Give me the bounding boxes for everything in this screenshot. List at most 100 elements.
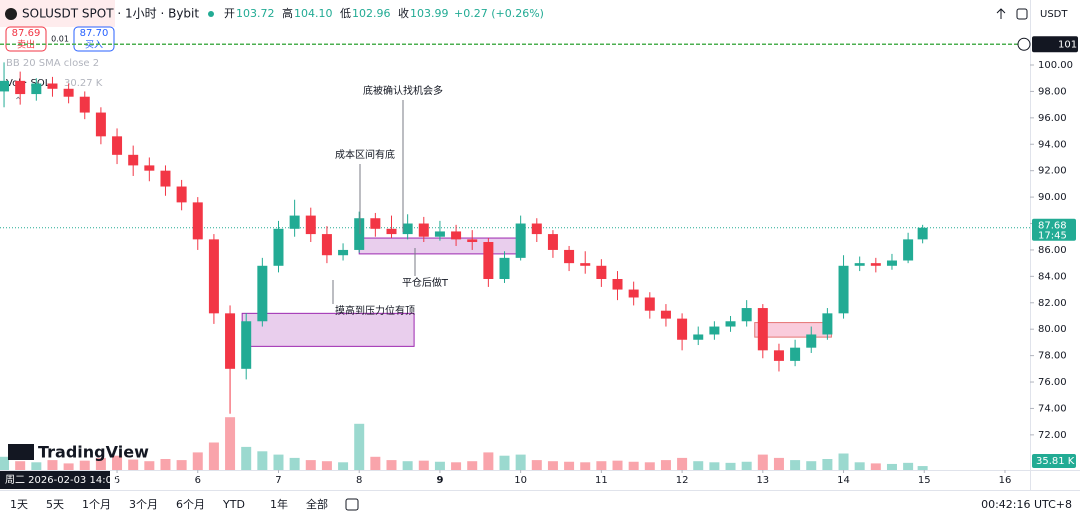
y-tick-label: 98.00 [1038,86,1067,97]
candle-body [47,83,58,89]
vol-value: 30.27 K [64,78,103,89]
y-tick-label: 76.00 [1038,377,1067,388]
volume-bar [886,463,897,470]
candle-body [531,223,542,235]
volume-bar [580,462,591,470]
candle-body [741,308,752,322]
sell-price: 87.69 [12,28,41,39]
volume-bar [208,442,219,470]
candle-body [790,347,801,361]
ohlc-value: 103.72 [236,7,275,20]
candle-body [176,186,187,203]
alert-icon [1017,37,1031,51]
symbol-icon [5,8,17,20]
volume-bar [386,460,397,470]
range-button[interactable]: 1个月 [82,498,111,511]
icon-fullscreen[interactable] [1016,8,1028,20]
volume-bar [790,460,801,470]
date-range-icon[interactable] [345,498,359,511]
candle-body [451,231,462,240]
y-tick-label: 90.00 [1038,192,1067,203]
y-tick-label: 80.00 [1038,324,1067,335]
candle-body [192,202,203,240]
icon-up[interactable] [996,8,1006,19]
volume-bar [499,455,510,470]
volume-bar [0,456,10,470]
alert-label: 101.57 [1058,39,1080,50]
volume-bar [612,460,623,470]
volume-bar [402,461,413,470]
candle-body [241,321,252,369]
volume-bar [289,457,300,470]
ohlc-key: 高 [282,6,293,20]
last-price-time: 17:45 [1038,231,1067,242]
candle-body [386,228,397,235]
ohlc-value: 103.99 [410,7,449,20]
volume-bar [434,461,445,470]
ohlc-key: 收 [398,6,409,20]
volume-bar [467,461,478,470]
volume-label: 35.81 K [1036,456,1075,467]
symbol: SOLUSDT SPOT · 1小时 · Bybit [22,7,199,21]
volume-bar [354,423,365,470]
volume-bar [257,451,268,470]
range-button[interactable]: 1年 [270,497,288,511]
candle-body [870,263,881,266]
candle-body [257,265,268,322]
range-button[interactable]: 全部 [306,497,328,511]
alert-label-bg [1032,36,1078,53]
candle-body [854,263,865,266]
x-tick-label: 6 [195,475,201,486]
collapse-icon[interactable]: ⌃ [14,96,22,107]
volume-bar [15,461,26,470]
volume-bar [305,460,316,470]
candle-body [289,215,300,229]
x-tick-label: 12 [676,475,689,486]
candle-body [15,80,26,95]
last-price-label: 87.68 [1038,221,1067,232]
range-button[interactable]: 6个月 [176,498,205,511]
volume-bar [63,463,74,470]
y-tick-label: 78.00 [1038,351,1067,362]
candle-body [338,249,349,256]
candle-body [79,96,90,113]
symbol-highlight [0,0,115,27]
candle-body [773,350,784,361]
range-button[interactable]: YTD [222,498,245,511]
volume-bar [241,446,252,470]
candle-body [612,278,623,290]
y-tick-label: 100.00 [1038,60,1073,71]
range-button[interactable]: 3个月 [129,498,158,511]
y-tick-label: 74.00 [1038,403,1067,414]
volume-bar [806,461,817,470]
ohlc-key: 开 [224,7,235,20]
candle-body [63,88,74,97]
volume-bar [273,454,284,470]
last-price-bg [1032,218,1076,241]
annotation: 成本区间有底 [335,148,395,161]
volume-bar [225,417,236,470]
y-tick-label: 96.00 [1038,113,1067,124]
candle-body [144,165,155,171]
candle-body [321,234,332,256]
volume-label-bg [1032,454,1076,468]
candle-body [547,234,558,250]
range-button[interactable]: 5天 [46,498,64,511]
ohlc-key: 低 [340,7,351,20]
x-tick-label: 5 [114,475,120,486]
candle-body [886,260,897,266]
candle-body [596,265,607,279]
time-axis-border [0,470,1080,471]
x-tick-label: 16 [999,475,1012,486]
volume-bar [531,460,542,470]
currency: USDT [1040,9,1068,20]
candle-body [515,223,526,258]
candle-body [225,313,236,369]
range-button[interactable]: 1天 [10,498,28,511]
volume-bar [725,462,736,470]
spread: 0.01 [51,35,69,44]
volume-bar [451,462,462,470]
watermark: TradingView [38,443,149,462]
candle-body [354,218,365,250]
